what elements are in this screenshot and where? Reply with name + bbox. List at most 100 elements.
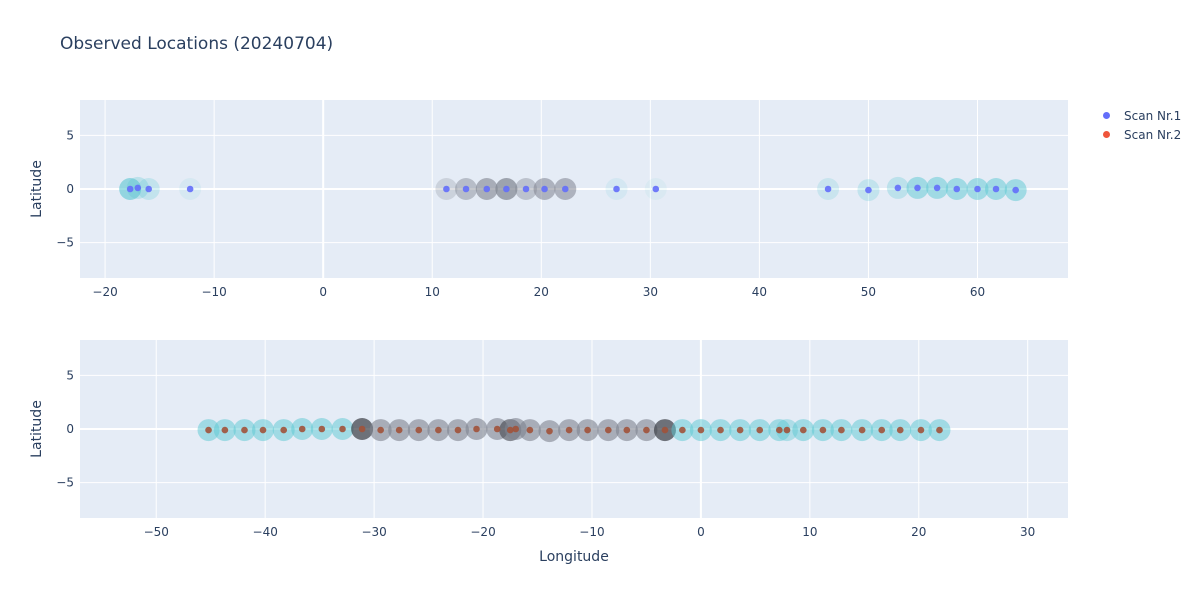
data-point <box>605 426 612 434</box>
data-point <box>186 185 194 193</box>
x-tick-label: −10 <box>579 525 604 539</box>
data-point <box>652 185 660 193</box>
data-point <box>415 426 423 434</box>
y-axis-label: Latitude <box>29 160 45 218</box>
x-tick-label: 20 <box>534 285 549 299</box>
data-point <box>435 426 442 434</box>
data-point <box>584 426 591 434</box>
x-tick-label: 0 <box>319 285 327 299</box>
x-tick-label: −20 <box>92 285 117 299</box>
data-point <box>134 184 142 192</box>
x-tick-label: 40 <box>752 285 767 299</box>
data-point <box>858 426 866 434</box>
data-point <box>894 184 902 192</box>
legend-marker-icon <box>1103 112 1110 119</box>
data-point <box>865 186 872 194</box>
x-tick-label: 30 <box>643 285 658 299</box>
y-tick-label: 5 <box>66 128 74 142</box>
data-point <box>914 184 921 192</box>
data-point <box>824 185 832 193</box>
y-tick-label: 0 <box>66 182 74 196</box>
x-tick-label: −10 <box>201 285 226 299</box>
data-point <box>1012 186 1019 194</box>
x-axis-label: Longitude <box>539 549 609 565</box>
data-point <box>512 425 520 433</box>
x-tick-label: 50 <box>861 285 876 299</box>
data-point <box>933 184 941 192</box>
legend-label: Scan Nr.2 <box>1124 127 1182 142</box>
x-tick-label: −30 <box>361 525 386 539</box>
data-point <box>395 426 403 434</box>
data-point <box>221 426 229 434</box>
data-point <box>565 426 573 434</box>
x-tick-label: −20 <box>470 525 495 539</box>
data-point <box>838 426 845 434</box>
data-point <box>679 426 686 434</box>
data-point <box>697 426 705 434</box>
data-point <box>462 185 470 193</box>
data-point <box>205 426 212 434</box>
data-point <box>776 426 783 434</box>
data-point <box>259 426 267 434</box>
data-point <box>819 426 827 434</box>
y-axis-label: Latitude <box>29 400 45 458</box>
data-point <box>643 426 650 434</box>
data-point <box>454 426 462 434</box>
data-point <box>661 426 669 434</box>
x-tick-label: −40 <box>253 525 278 539</box>
data-point <box>145 185 153 193</box>
data-point <box>522 185 530 193</box>
data-point <box>506 426 514 434</box>
data-point <box>974 185 981 193</box>
data-point <box>936 426 943 434</box>
data-point <box>526 426 534 434</box>
data-point <box>736 426 744 434</box>
data-point <box>546 427 553 435</box>
data-point <box>623 426 631 434</box>
data-point <box>992 185 1000 193</box>
data-point <box>756 426 764 434</box>
data-point <box>473 425 480 433</box>
data-point <box>953 185 961 193</box>
data-point <box>126 185 134 193</box>
x-tick-label: 20 <box>911 525 926 539</box>
data-point <box>493 425 501 433</box>
y-tick-label: −5 <box>56 236 74 250</box>
y-tick-label: 0 <box>66 422 74 436</box>
x-tick-label: 10 <box>425 285 440 299</box>
data-point <box>917 426 925 434</box>
legend-marker-icon <box>1103 131 1110 138</box>
data-point <box>241 426 248 434</box>
data-point <box>613 185 620 193</box>
data-point <box>717 426 724 434</box>
data-point <box>541 185 548 193</box>
legend-item-scan-1[interactable]: Scan Nr.1 <box>1100 106 1181 125</box>
data-point <box>483 185 491 193</box>
data-point <box>878 426 886 434</box>
y-tick-label: −5 <box>56 476 74 490</box>
data-point <box>377 426 384 434</box>
data-point <box>783 426 791 434</box>
data-point <box>561 185 569 193</box>
chart-title: Observed Locations (20240704) <box>60 34 334 54</box>
x-tick-label: 0 <box>697 525 705 539</box>
legend: Scan Nr.1 Scan Nr.2 <box>1100 106 1181 144</box>
data-point <box>280 426 288 434</box>
y-tick-label: 5 <box>66 368 74 382</box>
data-point <box>503 185 510 193</box>
x-tick-label: 10 <box>802 525 817 539</box>
data-point <box>318 425 326 433</box>
data-point <box>358 425 366 433</box>
x-tick-label: 60 <box>970 285 985 299</box>
data-point <box>799 426 807 434</box>
legend-label: Scan Nr.1 <box>1124 108 1182 123</box>
legend-item-scan-2[interactable]: Scan Nr.2 <box>1100 125 1181 144</box>
data-point <box>443 185 450 193</box>
x-tick-label: 30 <box>1020 525 1035 539</box>
data-point <box>339 425 346 433</box>
data-point <box>298 425 306 433</box>
x-tick-label: −50 <box>144 525 169 539</box>
data-point <box>896 426 904 434</box>
